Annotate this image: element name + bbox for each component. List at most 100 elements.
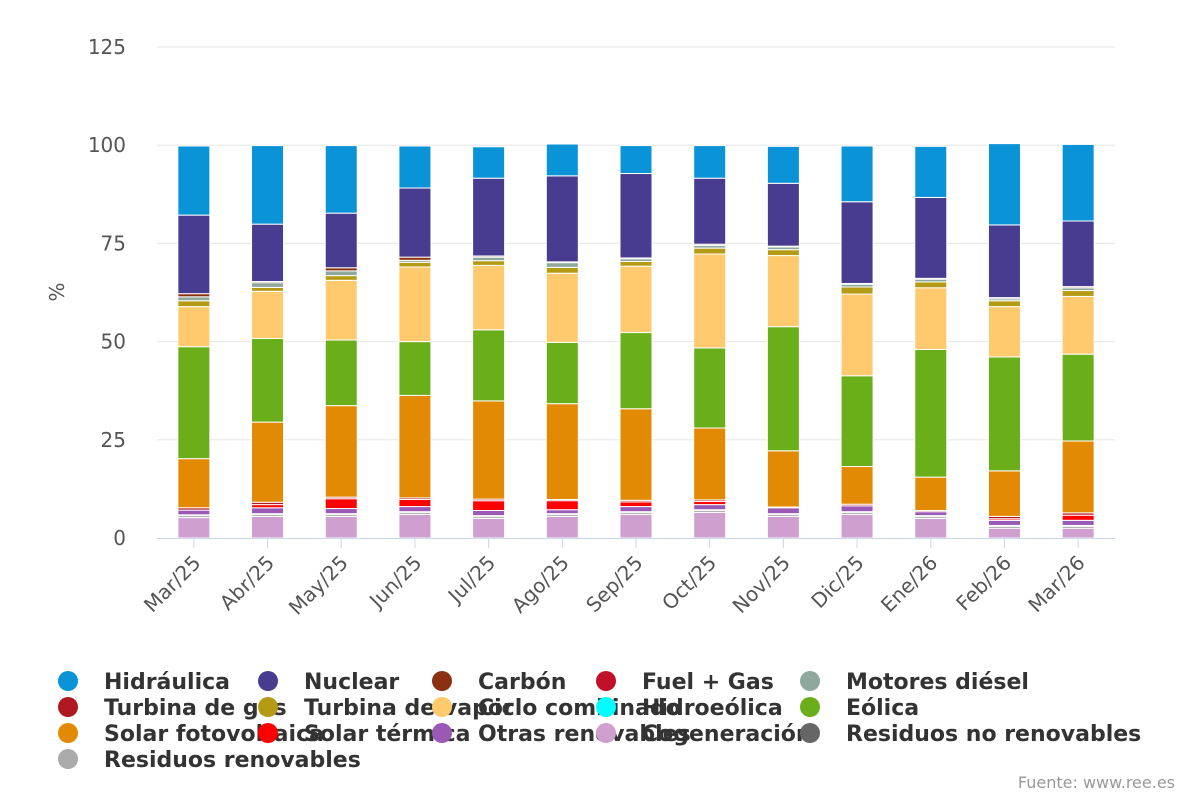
bar-segment[interactable] [987, 519, 1021, 526]
bar-segment[interactable] [693, 247, 727, 255]
bar-segment[interactable] [766, 249, 800, 257]
bar-segment[interactable] [398, 394, 432, 499]
legend-item[interactable]: Eólica [800, 696, 919, 721]
bar-stack[interactable] [177, 145, 211, 539]
bar-segment[interactable] [619, 501, 653, 508]
bar-segment[interactable] [1061, 514, 1095, 521]
bar-segment[interactable] [324, 339, 358, 407]
legend-item[interactable]: Fuel + Gas [596, 670, 774, 695]
bar-segment[interactable] [914, 348, 948, 478]
bar-segment[interactable] [472, 329, 506, 402]
bar-segment[interactable] [251, 282, 285, 288]
bar-segment[interactable] [619, 332, 653, 410]
bar-segment[interactable] [987, 306, 1021, 358]
bar-segment[interactable] [693, 504, 727, 511]
bar-segment[interactable] [251, 223, 285, 283]
legend-item[interactable]: Turbina de vapor [258, 696, 514, 721]
bar-segment[interactable] [398, 187, 432, 258]
bar-segment[interactable] [693, 253, 727, 349]
bar-segment[interactable] [987, 356, 1021, 472]
bar-segment[interactable] [766, 326, 800, 452]
bar-stack[interactable] [914, 145, 948, 539]
bar-segment[interactable] [251, 507, 285, 515]
legend-item[interactable]: Solar fotovoltaica [58, 722, 324, 747]
bar-segment[interactable] [251, 337, 285, 423]
bar-segment[interactable] [840, 286, 874, 295]
bar-segment[interactable] [987, 224, 1021, 299]
bar-segment[interactable] [1061, 220, 1095, 288]
bar-segment[interactable] [545, 515, 579, 539]
bar-segment[interactable] [398, 261, 432, 268]
bar-segment[interactable] [472, 264, 506, 331]
bar-segment[interactable] [766, 507, 800, 515]
bar-stack[interactable] [693, 145, 727, 539]
bar-stack[interactable] [840, 145, 874, 539]
bar-segment[interactable] [766, 145, 800, 184]
bar-segment[interactable] [914, 281, 948, 289]
bar-segment[interactable] [914, 476, 948, 512]
bar-stack[interactable] [545, 143, 579, 539]
bar-segment[interactable] [324, 405, 358, 498]
bar-segment[interactable] [545, 175, 579, 263]
legend-item[interactable]: Residuos no renovables [800, 722, 1141, 747]
bar-segment[interactable] [840, 375, 874, 468]
bar-segment[interactable] [398, 266, 432, 343]
bar-segment[interactable] [1061, 295, 1095, 355]
bar-segment[interactable] [324, 279, 358, 341]
bar-segment[interactable] [472, 517, 506, 539]
legend-item[interactable]: Otras renovables [432, 722, 691, 747]
bar-segment[interactable] [987, 470, 1021, 517]
bar-segment[interactable] [840, 293, 874, 377]
legend-item[interactable]: Hidráulica [58, 670, 230, 695]
bar-segment[interactable] [1061, 527, 1095, 539]
bar-segment[interactable] [324, 515, 358, 539]
bar-segment[interactable] [398, 499, 432, 508]
bar-segment[interactable] [398, 513, 432, 539]
bar-segment[interactable] [398, 145, 432, 189]
bar-segment[interactable] [840, 513, 874, 539]
bar-segment[interactable] [693, 347, 727, 429]
bar-segment[interactable] [177, 145, 211, 216]
bar-segment[interactable] [472, 500, 506, 512]
bar-segment[interactable] [766, 450, 800, 508]
bar-stack[interactable] [1061, 143, 1095, 539]
bar-segment[interactable] [251, 515, 285, 539]
bar-segment[interactable] [987, 300, 1021, 308]
bar-segment[interactable] [324, 270, 358, 277]
bar-segment[interactable] [324, 145, 358, 214]
bar-segment[interactable] [619, 260, 653, 267]
bar-segment[interactable] [914, 196, 948, 279]
bar-segment[interactable] [840, 505, 874, 513]
legend-item[interactable]: Motores diésel [800, 670, 1029, 695]
legend-item[interactable]: Turbina de gas [58, 696, 287, 721]
bar-segment[interactable] [914, 517, 948, 539]
bar-segment[interactable] [545, 272, 579, 343]
bar-segment[interactable] [914, 287, 948, 350]
bar-stack[interactable] [987, 143, 1021, 539]
bar-segment[interactable] [324, 508, 358, 515]
bar-segment[interactable] [545, 509, 579, 515]
bar-stack[interactable] [398, 145, 432, 539]
bar-segment[interactable] [398, 341, 432, 396]
bar-segment[interactable] [619, 265, 653, 334]
bar-stack[interactable] [619, 145, 653, 539]
bar-segment[interactable] [1061, 353, 1095, 442]
bar-stack[interactable] [324, 145, 358, 539]
bar-segment[interactable] [251, 145, 285, 225]
legend-item[interactable]: Residuos renovables [58, 748, 361, 773]
bar-segment[interactable] [472, 510, 506, 517]
bar-segment[interactable] [693, 145, 727, 179]
bar-segment[interactable] [545, 500, 579, 511]
bar-segment[interactable] [177, 517, 211, 539]
bar-segment[interactable] [177, 346, 211, 460]
bar-segment[interactable] [177, 509, 211, 516]
bar-stack[interactable] [472, 146, 506, 539]
bar-segment[interactable] [1061, 440, 1095, 514]
bar-segment[interactable] [545, 143, 579, 177]
bar-segment[interactable] [472, 177, 506, 257]
source-credit[interactable]: Fuente: www.ree.es [1018, 773, 1175, 792]
bar-segment[interactable] [1061, 143, 1095, 222]
bar-segment[interactable] [177, 300, 211, 308]
bar-segment[interactable] [472, 400, 506, 500]
bar-segment[interactable] [619, 172, 653, 259]
